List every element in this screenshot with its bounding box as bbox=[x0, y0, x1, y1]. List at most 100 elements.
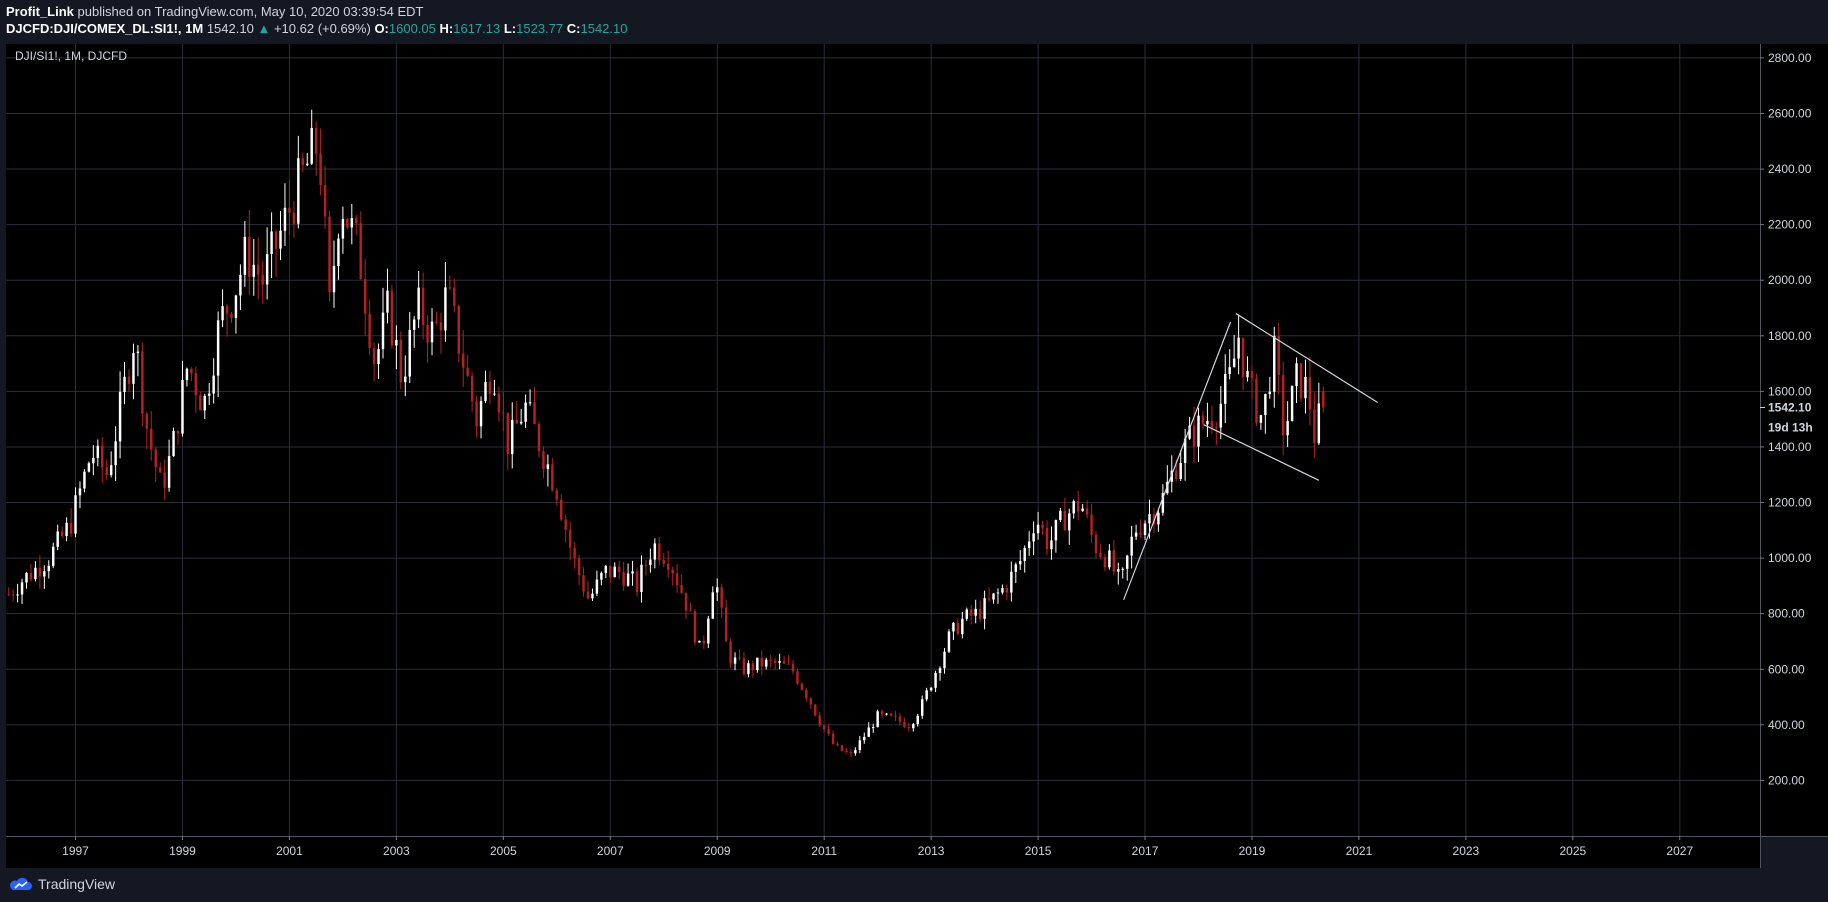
candle-body bbox=[332, 265, 336, 293]
candle-body bbox=[1250, 371, 1254, 379]
candle-body bbox=[889, 713, 893, 716]
candle-body bbox=[546, 464, 550, 470]
candle-body bbox=[109, 465, 113, 476]
candle-body bbox=[631, 571, 634, 574]
candle-body bbox=[604, 565, 608, 573]
candle-body bbox=[778, 661, 781, 663]
symbol-name[interactable]: DJCFD:DJI/COMEX_DL:SI1!, 1M bbox=[6, 21, 204, 36]
candle-body bbox=[533, 402, 536, 425]
candle-body bbox=[1134, 532, 1138, 537]
candle-body bbox=[693, 611, 697, 643]
candle-body bbox=[25, 572, 28, 583]
candle-body bbox=[751, 663, 755, 671]
candle-body bbox=[297, 158, 300, 224]
candle-body bbox=[11, 594, 15, 596]
candle-body bbox=[662, 560, 665, 564]
candle-body bbox=[475, 401, 478, 427]
candle-body bbox=[609, 565, 612, 578]
candle-body bbox=[479, 401, 483, 427]
candle-body bbox=[310, 127, 313, 164]
tradingview-brand: TradingView bbox=[38, 876, 116, 892]
candle-body bbox=[181, 380, 184, 434]
candle-body bbox=[992, 593, 995, 600]
candle-body bbox=[60, 531, 64, 536]
candle-body bbox=[1224, 373, 1227, 404]
candle-body bbox=[515, 419, 518, 424]
y-tick-label: 1600.00 bbox=[1768, 384, 1812, 398]
candle-body bbox=[248, 236, 251, 277]
candle-body bbox=[773, 660, 777, 663]
candle-body bbox=[560, 499, 563, 520]
candle-body bbox=[261, 274, 264, 285]
candle-body bbox=[1228, 367, 1231, 374]
candle-body bbox=[698, 640, 701, 643]
last-price: 1542.10 bbox=[206, 21, 254, 36]
candle-body bbox=[404, 376, 407, 383]
candle-body bbox=[568, 529, 572, 548]
candle-body bbox=[101, 445, 104, 468]
candle-body bbox=[684, 592, 688, 611]
candle-body bbox=[658, 543, 661, 561]
candle-body bbox=[1112, 550, 1116, 572]
y-tick-label: 1400.00 bbox=[1768, 440, 1812, 454]
candle-body bbox=[626, 573, 630, 586]
candle-body bbox=[225, 306, 229, 314]
candle-body bbox=[1054, 520, 1058, 541]
candle-body bbox=[724, 607, 728, 642]
candle-body bbox=[1277, 335, 1280, 376]
candle-body bbox=[154, 449, 157, 468]
price-chart[interactable]: 200.00 400.00 600.00 800.00 1000.00 1200.00 14… bbox=[0, 42, 1828, 868]
x-tick-label: 2011 bbox=[811, 844, 837, 858]
candle-body bbox=[680, 584, 683, 593]
candle-body bbox=[622, 572, 625, 586]
candle-body bbox=[916, 715, 919, 725]
candle-body bbox=[1201, 415, 1205, 425]
candle-body bbox=[649, 559, 652, 565]
candle-body bbox=[337, 238, 340, 266]
candle-body bbox=[965, 609, 969, 619]
candle-body bbox=[1023, 548, 1026, 562]
candle-body bbox=[230, 313, 233, 319]
candle-body bbox=[1005, 588, 1009, 593]
publisher-name[interactable]: Profit_Link bbox=[6, 4, 74, 19]
low-value: 1523.77 bbox=[516, 21, 564, 36]
candle-body bbox=[671, 569, 674, 574]
candle-body bbox=[920, 699, 924, 716]
candle-body bbox=[493, 393, 496, 395]
candle-body bbox=[466, 367, 469, 376]
candle-body bbox=[1108, 550, 1111, 568]
candle-body bbox=[461, 353, 465, 368]
candle-body bbox=[74, 495, 77, 534]
candle-body bbox=[1264, 394, 1267, 416]
candle-body bbox=[1259, 415, 1263, 423]
trendline-lower-channel bbox=[1203, 424, 1320, 481]
plot-area bbox=[6, 44, 1760, 836]
candle-body bbox=[970, 609, 973, 616]
candle-body bbox=[733, 657, 737, 664]
tradingview-logo[interactable]: TradingView bbox=[10, 876, 115, 892]
x-tick-label: 2013 bbox=[918, 844, 945, 858]
candle-body bbox=[907, 727, 911, 729]
candle-body bbox=[729, 641, 732, 664]
y-tick-label: 1000.00 bbox=[1768, 551, 1812, 565]
candle-body bbox=[265, 253, 269, 285]
candle-body bbox=[542, 451, 545, 470]
x-tick-label: 2001 bbox=[276, 844, 303, 858]
candle-body bbox=[7, 594, 10, 596]
candle-body bbox=[586, 591, 590, 599]
candle-body bbox=[511, 419, 514, 455]
candle-body bbox=[1090, 514, 1093, 535]
low-label: L: bbox=[503, 21, 517, 36]
candle-body bbox=[537, 424, 541, 452]
candle-body bbox=[1059, 510, 1062, 521]
candle-body bbox=[742, 658, 746, 675]
candle-body bbox=[1036, 524, 1040, 534]
candle-body bbox=[765, 659, 768, 667]
candle-body bbox=[1081, 508, 1084, 512]
candle-body bbox=[880, 711, 884, 715]
candle-body bbox=[1157, 512, 1160, 525]
candle-body bbox=[426, 324, 429, 343]
candle-body bbox=[1232, 358, 1236, 368]
candle-body bbox=[381, 312, 385, 350]
candle-body bbox=[363, 279, 367, 314]
